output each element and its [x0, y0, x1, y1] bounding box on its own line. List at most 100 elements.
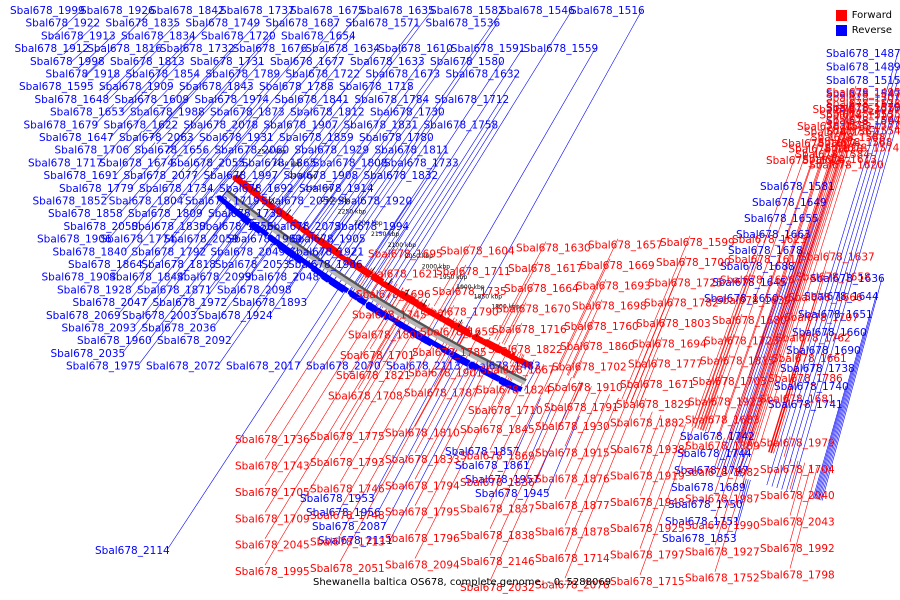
gene-label-reverse: Sbal678_1675 [290, 5, 365, 17]
gene-label-forward: Sbal678_1683 [685, 414, 760, 426]
reverse-leader [180, 208, 234, 277]
reverse-leader [736, 479, 749, 522]
gene-label-forward: Sbal678_1824 [476, 385, 551, 397]
gene-label-reverse: Sbal678_1689 [671, 482, 746, 494]
reverse-leader [115, 136, 150, 176]
reverse-leader [171, 136, 192, 158]
gene-label-forward: Sbal678_1620 [809, 160, 884, 172]
gene-label-forward: Sbal678_1869 [460, 451, 535, 463]
forward-leader [705, 395, 719, 432]
gene-label-forward: Sbal678_1568 [818, 137, 893, 149]
reverse-leader [49, 9, 83, 40]
gene-label-forward: Sbal678_1760 [564, 321, 639, 333]
forward-leader [700, 313, 743, 430]
gene-label-reverse: Sbal678_1975 [66, 361, 141, 373]
reverse-leader [820, 295, 877, 501]
forward-leader [639, 414, 662, 470]
reverse-leader [374, 98, 507, 308]
reverse-leader [217, 254, 296, 366]
forward-leader [564, 386, 592, 447]
forward-leader [638, 377, 651, 407]
backbone-circle [226, 189, 527, 382]
gene-label-forward: Sbal678_1716 [492, 324, 567, 336]
reverse-leader [208, 187, 212, 190]
legend-reverse-label: Reverse [851, 25, 892, 36]
forward-leader [639, 418, 670, 496]
forward-leader [264, 293, 414, 539]
gene-label-forward: Sbal678_1658 [796, 272, 871, 284]
gene-label-forward: Sbal678_1523 [826, 98, 900, 110]
gene-label-forward: Sbal678_1607 [782, 138, 857, 150]
forward-leader [639, 424, 686, 549]
gene-label-forward: Sbal678_1845 [460, 424, 535, 436]
gene-label-reverse: Sbal678_1717 [28, 157, 103, 169]
gene-label-reverse: Sbal678_1988 [130, 107, 205, 119]
gene-label-reverse: Sbal678_1908 [284, 170, 359, 182]
gene-label-forward: Sbal678_2146 [460, 556, 535, 568]
gene-label-reverse: Sbal678_1842 [150, 5, 225, 17]
gene-label-forward: Sbal678_1752 [685, 573, 760, 585]
forward-leader [768, 290, 819, 453]
reverse-leader [814, 385, 847, 499]
kbp-tick-mark [237, 171, 243, 179]
forward-leader [489, 354, 525, 424]
reverse-leader [288, 262, 307, 290]
gene-label-forward: Sbal678_1833 [385, 454, 460, 466]
forward-leader [737, 153, 833, 443]
gene-label-reverse: Sbal678_2072 [146, 361, 221, 373]
gene-label-reverse: Sbal678_1994 [335, 221, 410, 233]
gene-label-forward: Sbal678_1797 [610, 550, 685, 562]
gene-label-reverse: Sbal678_1784 [355, 94, 430, 106]
reverse-leader [516, 398, 541, 452]
gene-label-reverse: Sbal678_1738 [780, 363, 855, 375]
reverse-leader [300, 47, 451, 259]
kbp-tick-label: 1800 kbp [491, 303, 519, 310]
gene-label-reverse: Sbal678_1986 [288, 259, 363, 271]
kbp-tick-label: 1900 kbp [456, 284, 484, 291]
forward-leader [702, 374, 723, 431]
kbp-tick-label: 2450 kbp [273, 161, 301, 168]
gene-label-reverse: Sbal678_1740 [774, 381, 849, 393]
reverse-feature [479, 366, 486, 373]
forward-leader [789, 462, 806, 516]
forward-leader [634, 337, 663, 405]
gene-label-forward: Sbal678_1611 [728, 254, 803, 266]
reverse-leader [261, 162, 314, 231]
gene-label-forward: Sbal678_1562 [804, 126, 879, 138]
forward-leader [339, 303, 430, 457]
gene-label-forward: Sbal678_1554 [826, 126, 900, 138]
gene-label-forward: Sbal678_1530 [826, 103, 900, 115]
gene-label-reverse: Sbal678_1928 [57, 284, 132, 296]
reverse-leader [174, 60, 263, 161]
reverse-leader [309, 98, 427, 266]
forward-leader [758, 141, 855, 450]
gene-label-reverse: Sbal678_1609 [115, 94, 190, 106]
reverse-leader [149, 47, 233, 139]
forward-leader [699, 334, 735, 430]
kbp-tick-mark [404, 288, 410, 297]
forward-leader [747, 107, 857, 446]
reverse-leader [524, 365, 539, 391]
gene-label-forward: Sbal678_1821 [336, 370, 411, 382]
kbp-tick-mark [475, 329, 481, 337]
reverse-leader [526, 404, 554, 466]
gene-label-reverse: Sbal678_1906 [37, 234, 112, 246]
gene-label-forward: Sbal678_1829 [616, 399, 691, 411]
forward-leader [501, 282, 535, 344]
gene-label-forward: Sbal678_1703 [692, 376, 767, 388]
gene-label-reverse: Sbal678_1831 [344, 119, 419, 131]
gene-label-reverse: Sbal678_1712 [435, 94, 510, 106]
forward-leader [768, 331, 807, 453]
reverse-leader [451, 9, 643, 353]
backbone-shadow [224, 191, 526, 385]
forward-leader [514, 342, 519, 351]
gene-label-reverse: Sbal678_1634 [305, 43, 380, 55]
gene-label-forward: Sbal678_1710 [468, 405, 543, 417]
gene-label-reverse: Sbal678_1636 [810, 273, 885, 285]
forward-feature [370, 272, 377, 281]
gene-label-reverse: Sbal678_2092 [157, 335, 232, 347]
reverse-feature [276, 240, 283, 249]
gene-label-reverse: Sbal678_1644 [804, 291, 879, 303]
forward-leader [751, 119, 857, 448]
gene-label-reverse: Sbal678_1844 [109, 272, 184, 284]
